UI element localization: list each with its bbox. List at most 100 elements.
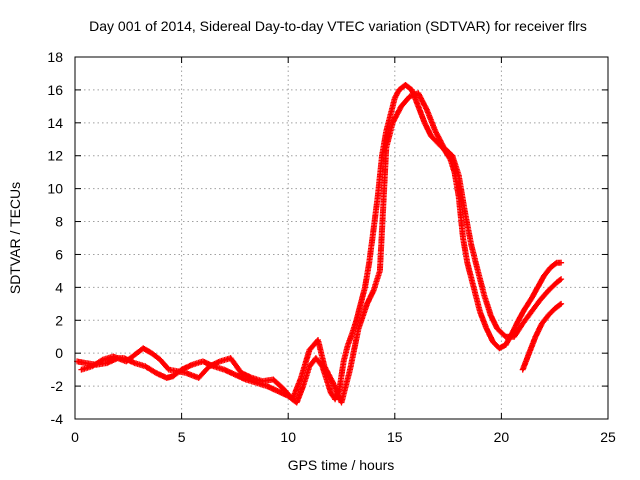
data-marker	[487, 312, 500, 331]
data-marker	[538, 313, 551, 327]
data-marker	[340, 343, 351, 365]
y-tick-label: 12	[47, 148, 63, 164]
chart-title: Day 001 of 2014, Sidereal Day-to-day VTE…	[89, 18, 587, 34]
axis-ticks	[74, 56, 609, 420]
data-marker	[428, 133, 440, 145]
data-marker	[157, 356, 171, 372]
data-marker	[483, 325, 496, 344]
data-marker	[558, 276, 565, 283]
x-axis-label: GPS time / hours	[288, 457, 395, 473]
data-marker	[362, 261, 372, 291]
y-tick-labels: -4 -2 0 2 4 6 8 10 12 14 16 18	[47, 49, 63, 427]
data-marker	[421, 119, 434, 138]
data-marker	[451, 169, 462, 199]
data-marker	[455, 172, 468, 215]
data-marker	[481, 292, 494, 317]
x-tick-labels: 0 5 10 15 20 25	[71, 429, 616, 445]
data-marker	[398, 94, 412, 110]
data-marker	[432, 128, 447, 150]
data-marker	[89, 357, 105, 370]
data-marker	[526, 335, 538, 357]
data-marker	[545, 280, 559, 294]
data-marker	[553, 277, 563, 286]
data-marker	[370, 269, 383, 294]
data-marker	[460, 235, 470, 265]
data-marker	[402, 82, 414, 93]
data-marker	[355, 302, 370, 332]
data-marker	[338, 368, 353, 406]
y-tick-label: -2	[51, 378, 64, 394]
data-marker	[468, 276, 479, 298]
data-marker	[376, 146, 390, 274]
data-marker	[547, 260, 559, 271]
grid-lines	[75, 57, 608, 419]
data-marker	[123, 346, 145, 365]
data-marker	[558, 300, 565, 307]
data-marker	[509, 318, 521, 337]
data-marker	[293, 384, 306, 406]
y-tick-label: -4	[51, 411, 64, 427]
y-tick-label: 6	[55, 246, 63, 262]
data-marker	[464, 259, 475, 281]
data-marker	[423, 106, 438, 133]
series-track-secondary	[78, 90, 565, 406]
y-tick-label: 4	[55, 279, 63, 295]
data-marker	[551, 301, 563, 312]
data-marker	[321, 363, 336, 385]
series-track-main	[74, 82, 565, 406]
data-marker	[366, 228, 377, 266]
y-axis-label: SDTVAR / TECUs	[7, 182, 23, 294]
data-marker	[336, 360, 347, 393]
data-marker	[415, 103, 428, 125]
data-marker	[289, 376, 304, 403]
data-marker	[227, 355, 244, 375]
data-marker	[300, 364, 312, 390]
data-marker	[383, 113, 394, 134]
data-marker	[298, 348, 313, 381]
data-marker	[347, 327, 362, 373]
data-marker	[315, 337, 328, 368]
data-marker	[541, 265, 553, 279]
data-marker	[494, 325, 508, 339]
data-marker	[472, 292, 483, 314]
data-marker	[440, 144, 455, 158]
data-marker	[238, 369, 254, 381]
y-tick-label: 0	[55, 345, 63, 361]
data-marker	[528, 285, 540, 302]
data-marker	[370, 195, 381, 233]
data-marker	[528, 298, 542, 315]
y-tick-label: 10	[47, 181, 63, 197]
y-tick-label: 2	[55, 312, 63, 328]
data-marker	[511, 321, 525, 340]
data-marker	[415, 90, 430, 112]
data-marker	[353, 302, 364, 324]
x-tick-label: 0	[71, 429, 79, 445]
data-marker	[462, 210, 475, 248]
data-marker	[468, 243, 481, 273]
y-tick-label: 18	[47, 49, 63, 65]
x-tick-label: 25	[600, 429, 616, 445]
data-marker	[383, 121, 396, 151]
data-marker	[374, 154, 385, 200]
data-marker	[534, 274, 547, 291]
data-marker	[391, 88, 402, 102]
x-tick-label: 20	[494, 429, 510, 445]
data-marker	[455, 193, 466, 240]
data-marker	[521, 297, 534, 312]
data-marker	[515, 307, 528, 324]
data-marker	[389, 104, 404, 126]
data-marker	[270, 376, 286, 392]
data-marker	[519, 310, 534, 327]
series-track-late	[519, 300, 565, 373]
data-marker	[477, 309, 489, 331]
data-marker	[357, 285, 368, 307]
data-marker	[519, 351, 532, 373]
data-marker	[140, 345, 154, 356]
data-marker	[545, 306, 557, 319]
data-marker	[474, 267, 487, 297]
x-tick-label: 10	[280, 429, 296, 445]
data-marker	[558, 259, 565, 266]
data-series	[74, 82, 565, 406]
data-marker	[165, 366, 188, 376]
